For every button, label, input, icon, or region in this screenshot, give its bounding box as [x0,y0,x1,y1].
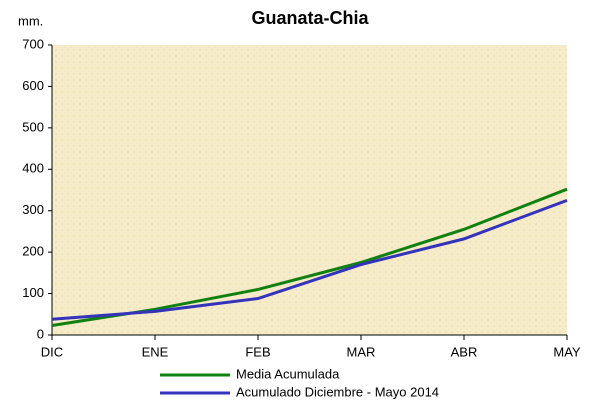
x-tick-label: ABR [451,344,478,359]
y-tick-label: 700 [22,36,44,51]
y-tick-label: 400 [22,161,44,176]
x-tick-label: MAR [347,344,376,359]
y-tick-label: 200 [22,244,44,259]
series-line [51,198,568,321]
chart-title: Guanata-Chia [251,8,369,28]
y-tick-label: 100 [22,285,44,300]
x-tick-label: DIC [41,344,63,359]
y-axis-label: mm. [18,13,43,28]
plot-area [52,45,567,335]
x-tick-label: FEB [245,344,270,359]
x-tick-label: MAY [553,344,581,359]
y-tick-label: 600 [22,78,44,93]
y-tick-label: 0 [37,326,44,341]
x-tick-label: ENE [142,344,169,359]
legend-label: Media Acumulada [236,366,340,381]
y-tick-label: 500 [22,119,44,134]
y-tick-label: 300 [22,202,44,217]
legend-label: Acumulado Diciembre - Mayo 2014 [236,384,439,399]
